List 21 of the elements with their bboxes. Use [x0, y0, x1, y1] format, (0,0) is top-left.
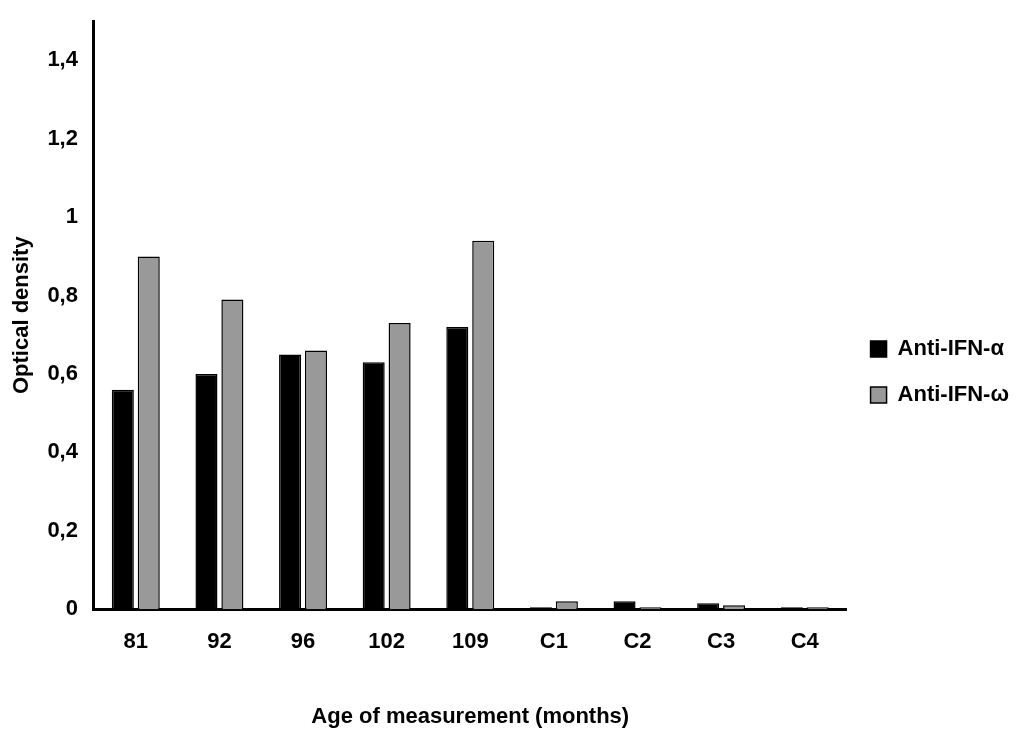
y-tick-label: 1,4 — [47, 46, 79, 72]
y-tick-label: 0,8 — [47, 281, 78, 307]
y-tick-label: 0,2 — [47, 516, 78, 542]
y-axis-title: Optical density — [8, 235, 34, 395]
x-tick-label: 109 — [451, 628, 489, 654]
y-tick-label: 1,2 — [47, 124, 78, 150]
x-tick-label: 92 — [207, 628, 232, 654]
x-tick-label: C3 — [707, 628, 736, 654]
x-tick-label: 96 — [290, 628, 316, 654]
y-tick-label: 0 — [65, 595, 78, 621]
legend-label: Anti-IFN-α — [897, 335, 1005, 361]
x-tick-label: C4 — [790, 628, 820, 654]
y-tick-label: 0,6 — [47, 360, 78, 386]
x-tick-label: 81 — [123, 628, 149, 654]
x-tick-label: 102 — [368, 628, 406, 654]
y-tick-label: 1 — [65, 203, 78, 229]
x-axis-title: Age of measurement (months) — [311, 702, 630, 728]
x-tick-label: C1 — [539, 628, 568, 654]
y-tick-label: 0,4 — [47, 438, 79, 464]
legend-label: Anti-IFN-ω — [897, 381, 1010, 407]
x-tick-label: C2 — [623, 628, 652, 654]
